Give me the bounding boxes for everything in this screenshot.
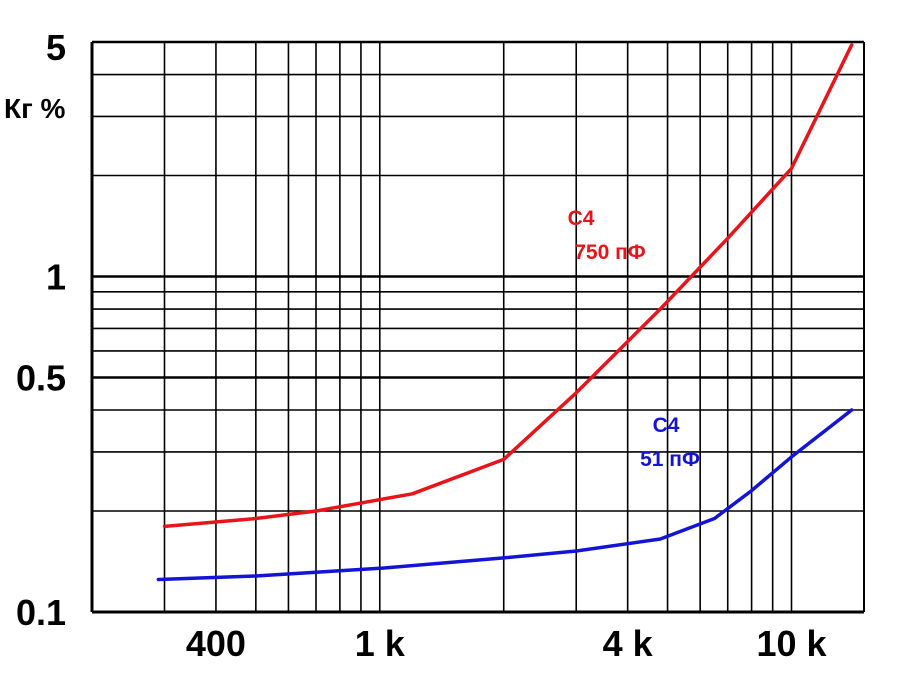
y-tick-label: 1 xyxy=(46,257,66,298)
x-tick-label: 400 xyxy=(186,623,246,664)
series-lines xyxy=(156,43,854,582)
y-tick-label: 0.5 xyxy=(16,357,66,398)
series-line-1 xyxy=(156,408,854,582)
y-tick-label: 5 xyxy=(46,27,66,68)
annotation-red-value: 750 пФ xyxy=(574,241,646,264)
x-tick-label: 1 k xyxy=(355,623,406,664)
y-axis-label: Кг % xyxy=(4,93,66,124)
grid xyxy=(90,40,865,614)
annotation-blue-value: 51 пФ xyxy=(640,448,700,471)
annotation-blue-component: C4 xyxy=(653,414,680,437)
y-tick-labels: 0.1 0.5 1 5 xyxy=(16,27,66,633)
x-tick-labels: 400 1 k 4 k 10 k xyxy=(186,623,828,664)
y-tick-label: 0.1 xyxy=(16,592,66,633)
x-tick-label: 10 k xyxy=(756,623,827,664)
x-tick-label: 4 k xyxy=(603,623,654,664)
annotation-red-component: C4 xyxy=(568,207,595,230)
series-line-0 xyxy=(162,43,854,529)
